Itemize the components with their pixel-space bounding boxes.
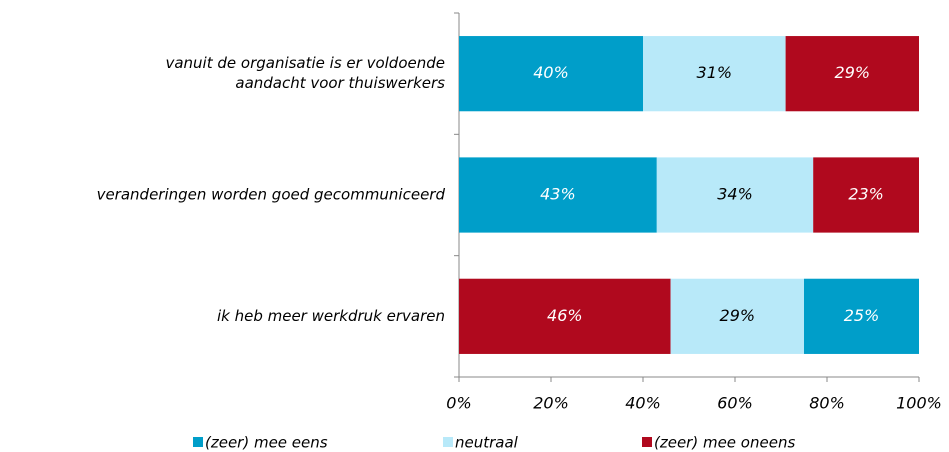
value-label: 29% [720,306,756,325]
x-tick-label: 20% [533,394,569,413]
x-tick-label: 80% [809,394,845,413]
legend-swatch [193,437,203,447]
value-label: 34% [717,185,753,204]
category-label: ik heb meer werkdruk ervaren [217,307,445,325]
value-label: 43% [540,185,576,204]
bar-segment [813,157,919,233]
value-label: 23% [848,185,884,204]
category-label: veranderingen worden goed gecommuniceerd [97,186,446,204]
value-label: 31% [697,63,733,82]
x-tick-label: 100% [896,394,942,413]
bar-segment [459,157,657,233]
value-label: 46% [547,306,583,325]
legend-swatch [443,437,453,447]
bar-segment [785,36,919,112]
category-label: vanuit de organisatie is er voldoende [165,54,445,72]
value-label: 25% [844,306,880,325]
bar-segment [670,278,804,354]
x-tick-label: 0% [446,394,471,413]
bar-segment [656,157,814,233]
legend-swatch [642,437,652,447]
category-label: aandacht voor thuiswerkers [235,74,445,92]
x-tick-label: 40% [625,394,661,413]
legend-label: (zeer) mee oneens [654,434,795,452]
value-label: 40% [533,63,569,82]
value-label: 29% [835,63,871,82]
legend-label: (zeer) mee eens [205,434,328,452]
bar-segment [804,278,919,354]
x-tick-label: 60% [717,394,753,413]
legend-label: neutraal [455,434,519,452]
bar-segment [459,36,643,112]
bar-segment [643,36,786,112]
bar-segment [459,278,671,354]
